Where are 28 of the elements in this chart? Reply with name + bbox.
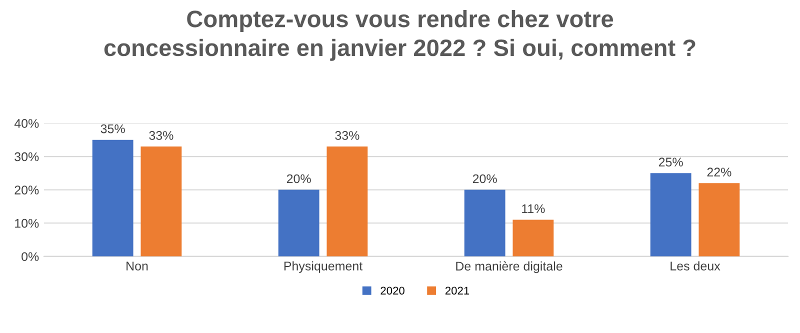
bar	[140, 146, 182, 256]
y-tick-label: 10%	[15, 218, 39, 228]
data-label: 33%	[149, 131, 174, 140]
legend-label: 2021	[445, 286, 470, 295]
bar	[698, 183, 740, 256]
y-tick-label: 0%	[22, 252, 39, 262]
bar	[650, 173, 692, 256]
bar	[512, 220, 554, 256]
bar	[92, 140, 134, 256]
data-label: 22%	[707, 168, 732, 176]
data-label: 11%	[522, 204, 545, 214]
bar	[326, 146, 368, 256]
data-label: 25%	[658, 158, 683, 167]
y-tick-label: 30%	[14, 152, 39, 162]
y-tick-label: 40%	[14, 119, 39, 128]
legend-label: 2020	[380, 286, 404, 295]
bar	[464, 190, 506, 256]
x-tick-label: Les deux	[670, 261, 720, 270]
bar	[278, 190, 320, 256]
chart-title: Comptez-vous vous rendre chez votre concessionnaire en janvier 2022 ? Si oui, comment ?	[104, 10, 696, 61]
x-tick-label: Physiquement	[284, 261, 363, 273]
data-label: 35%	[100, 124, 125, 134]
data-label: 33%	[335, 131, 360, 140]
x-tick-label: De manière digitale	[456, 261, 562, 274]
data-label: 20%	[286, 174, 311, 184]
y-tick-label: 20%	[14, 186, 39, 194]
x-tick-label: Non	[126, 262, 148, 270]
data-label: 20%	[472, 174, 497, 184]
